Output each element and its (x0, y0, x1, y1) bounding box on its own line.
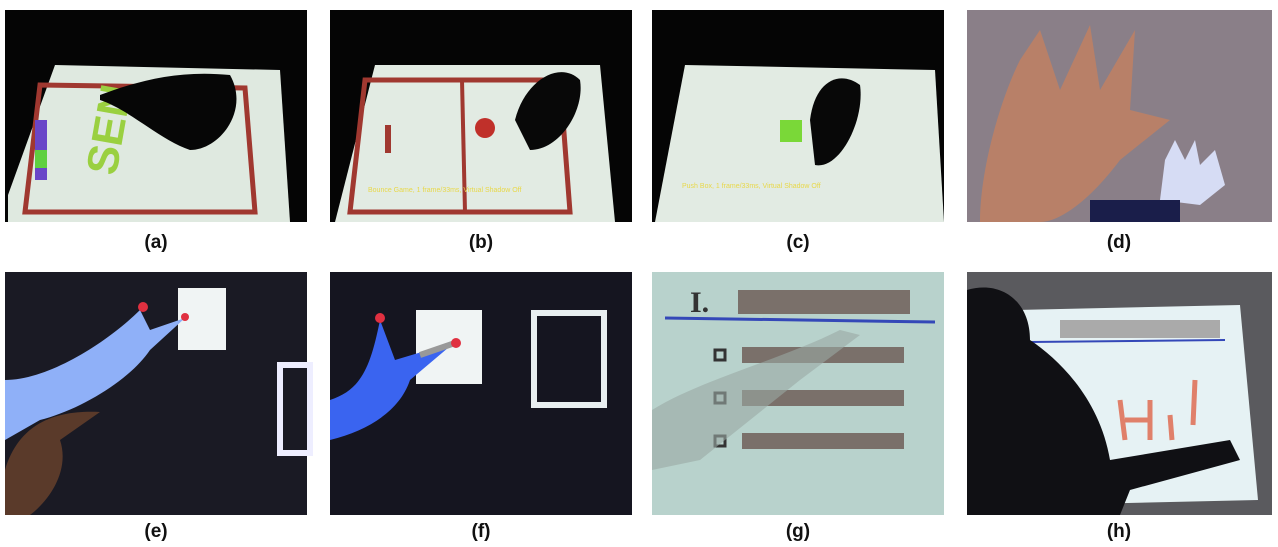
caption: (d) (1107, 232, 1131, 253)
caption: (c) (786, 232, 809, 253)
svg-text:I.: I. (690, 286, 709, 319)
caption: (f) (472, 521, 491, 542)
photo-b: Bounce Game, 1 frame/33ms, Virtual Shado… (330, 10, 632, 222)
caption: (g) (786, 521, 810, 542)
photo-d (967, 10, 1272, 222)
photo-f (330, 272, 632, 515)
overlay-text: Bounce Game, 1 frame/33ms, Virtual Shado… (368, 187, 521, 194)
caption: (b) (469, 232, 493, 253)
photo-a: SEN (5, 10, 307, 222)
caption: (e) (144, 521, 167, 542)
photo-c: Push Box, 1 frame/33ms, Virtual Shadow O… (652, 10, 944, 222)
photo-e (5, 272, 313, 515)
photo-g: I. (652, 272, 944, 515)
caption: (h) (1107, 521, 1131, 542)
photo-h (967, 272, 1272, 515)
caption: (a) (144, 232, 167, 253)
overlay-text: Push Box, 1 frame/33ms, Virtual Shadow O… (682, 183, 821, 190)
